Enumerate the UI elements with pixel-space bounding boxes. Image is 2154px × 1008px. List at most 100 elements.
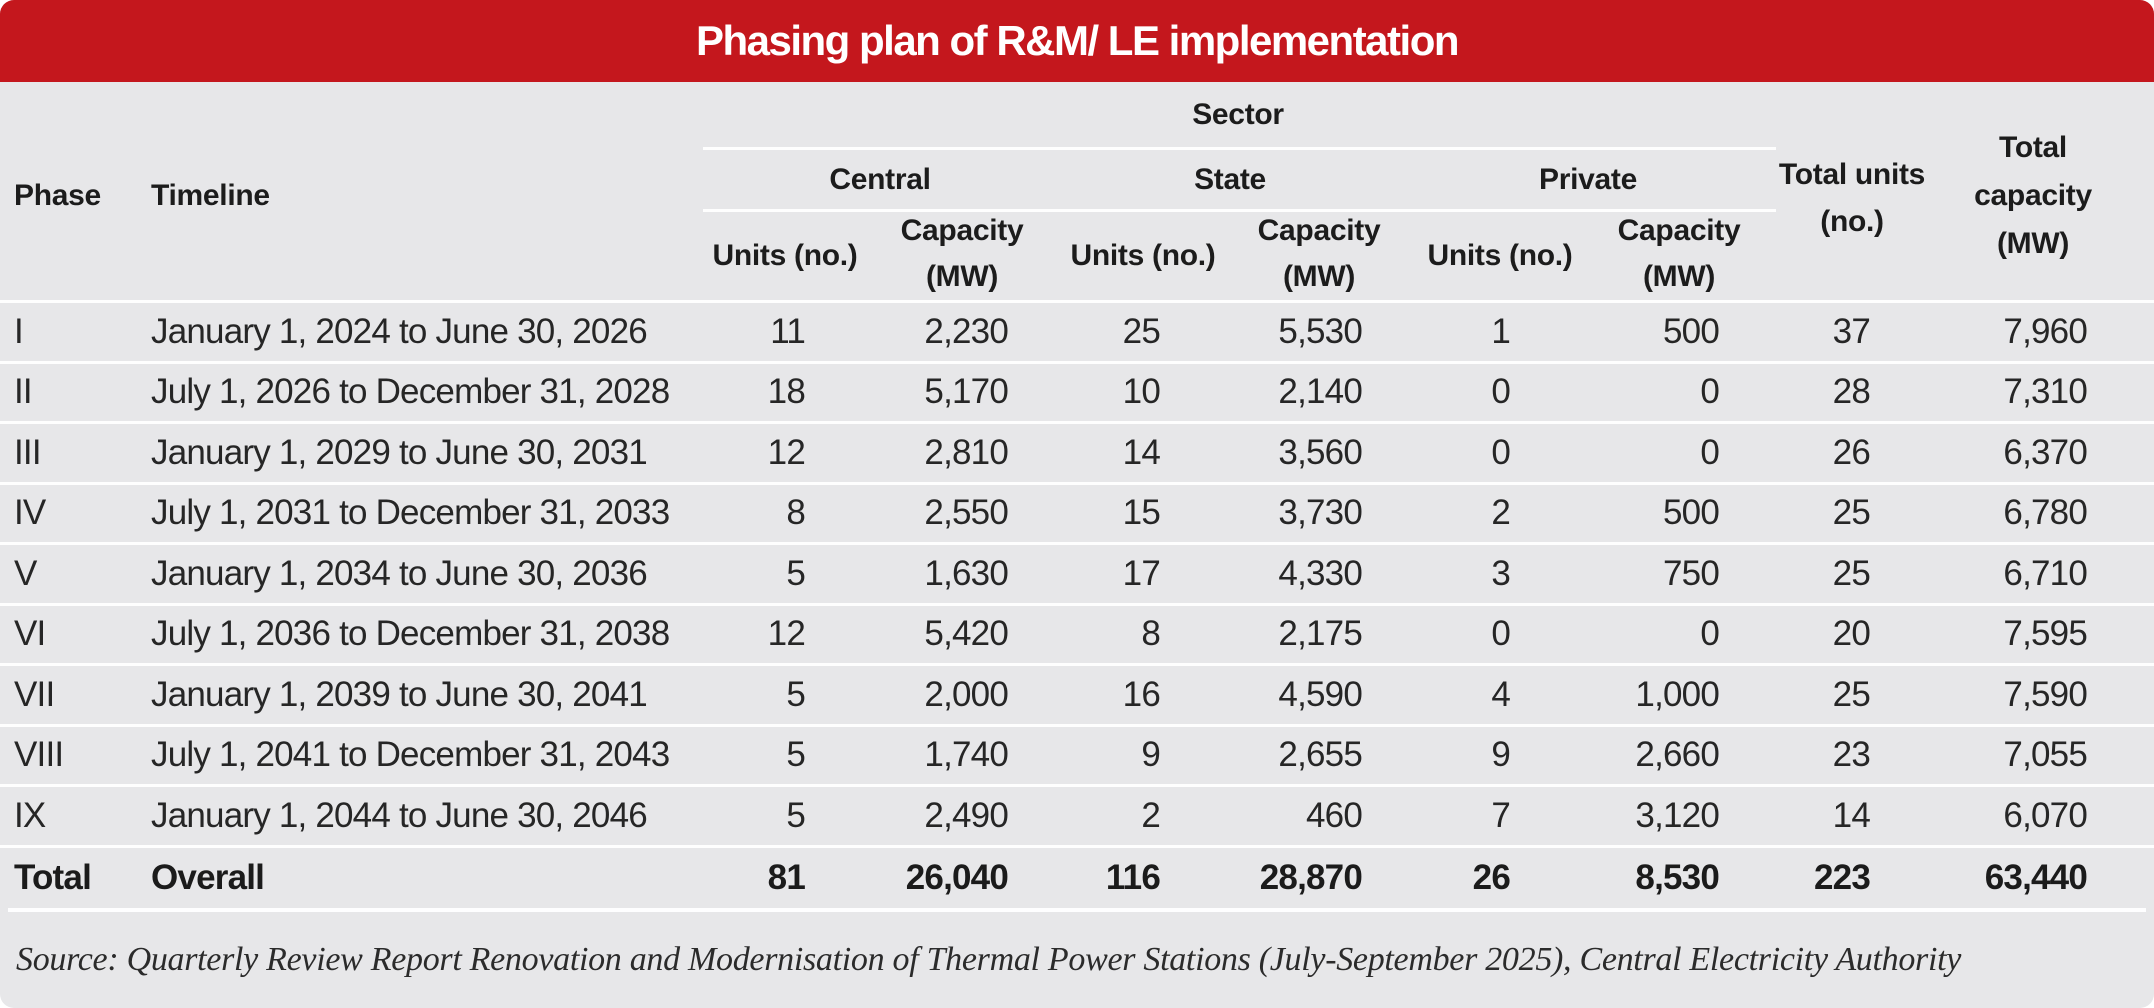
title-bar: Phasing plan of R&M/ LE implementation (0, 0, 2154, 82)
timeline-cell: July 1, 2026 to December 31, 2028 (151, 372, 670, 412)
value-cell: 3 (1491, 553, 1510, 593)
value-cell: 26 (1472, 857, 1511, 897)
table-row: IV July 1, 2031 to December 31, 2033 8 2,55… (0, 481, 2154, 543)
timeline-cell: January 1, 2029 to June 30, 2031 (151, 432, 648, 472)
phase-cell: VI (14, 614, 46, 654)
value-cell: 3,730 (1278, 493, 1362, 533)
timeline-cell: Overall (151, 857, 265, 897)
value-cell: 6,370 (2003, 432, 2087, 472)
column-header-state-capacity: Capacity (MW) (1258, 208, 1381, 300)
value-cell: 8 (1141, 614, 1160, 654)
capacity-header-line1: Capacity (1257, 214, 1381, 247)
value-cell: 2,660 (1635, 735, 1719, 775)
phase-cell: III (14, 432, 42, 472)
value-cell: 37 (1832, 311, 1871, 351)
value-cell: 0 (1491, 432, 1510, 472)
phase-cell: VIII (14, 735, 64, 775)
value-cell: 3,560 (1278, 432, 1362, 472)
capacity-header-line2: (MW) (1642, 260, 1716, 293)
capacity-header-line1: Capacity (900, 214, 1024, 247)
column-header-timeline: Timeline (151, 179, 270, 212)
sector-divider-line (703, 147, 1776, 150)
phase-cell: IV (14, 493, 46, 533)
timeline-cell: July 1, 2041 to December 31, 2043 (151, 735, 670, 775)
timeline-cell: January 1, 2039 to June 30, 2041 (151, 674, 648, 714)
value-cell: 2,230 (924, 311, 1008, 351)
value-cell: 8 (786, 493, 805, 533)
phase-cell: I (14, 311, 24, 351)
column-header-private-units: Units (no.) (1427, 239, 1573, 272)
value-cell: 4 (1491, 674, 1510, 714)
value-cell: 460 (1306, 795, 1363, 835)
column-header-state-units: Units (no.) (1070, 239, 1216, 272)
column-header-central-capacity: Capacity (MW) (901, 208, 1024, 300)
value-cell: 25 (1832, 553, 1871, 593)
timeline-cell: January 1, 2044 to June 30, 2046 (151, 795, 648, 835)
column-group-header-sector: Sector (1192, 98, 1284, 131)
timeline-cell: January 1, 2034 to June 30, 2036 (151, 553, 648, 593)
value-cell: 500 (1663, 493, 1720, 533)
value-cell: 2,655 (1278, 735, 1362, 775)
table-row: IX January 1, 2044 to June 30, 2046 5 2,490… (0, 784, 2154, 845)
value-cell: 223 (1814, 857, 1871, 897)
total-units-header-line1: Total units (1778, 158, 1926, 191)
phase-cell: Total (14, 857, 92, 897)
total-capacity-header-line3: (MW) (1996, 227, 2070, 260)
value-cell: 7,595 (2003, 614, 2087, 654)
source-note: Source: Quarterly Review Report Renovati… (16, 941, 1962, 978)
table-row: I January 1, 2024 to June 30, 2026 11 2,230… (0, 300, 2154, 361)
total-units-header-line2: (no.) (1820, 205, 1884, 238)
value-cell: 1,740 (924, 735, 1008, 775)
value-cell: 9 (1141, 735, 1160, 775)
table-bottom-rule (8, 908, 2146, 912)
total-capacity-header-line2: capacity (1974, 179, 2092, 212)
value-cell: 9 (1491, 735, 1510, 775)
value-cell: 25 (1832, 493, 1871, 533)
table-row: V January 1, 2034 to June 30, 2036 5 1,630 1… (0, 542, 2154, 603)
value-cell: 0 (1700, 372, 1719, 412)
value-cell: 5 (786, 735, 805, 775)
table-row: VI July 1, 2036 to December 31, 2038 12 5,4… (0, 602, 2154, 664)
value-cell: 5,420 (924, 614, 1008, 654)
phase-cell: VII (14, 674, 55, 714)
value-cell: 11 (770, 311, 806, 351)
value-cell: 7 (1491, 795, 1510, 835)
column-group-header-private: Private (1539, 163, 1637, 196)
value-cell: 7,310 (2003, 372, 2087, 412)
value-cell: 0 (1491, 372, 1510, 412)
column-group-header-central: Central (829, 163, 931, 196)
value-cell: 5,530 (1278, 311, 1362, 351)
table-total-row: Total Overall 81 26,040 116 28,870 26 8,530 223 6… (0, 844, 2154, 909)
value-cell: 0 (1491, 614, 1510, 654)
value-cell: 20 (1832, 614, 1871, 654)
column-group-header-state: State (1194, 163, 1266, 196)
value-cell: 28 (1832, 372, 1871, 412)
phase-cell: II (14, 372, 33, 412)
value-cell: 5 (786, 553, 805, 593)
value-cell: 10 (1122, 372, 1161, 412)
column-header-phase: Phase (14, 179, 101, 212)
value-cell: 5 (786, 795, 805, 835)
value-cell: 17 (1122, 553, 1161, 593)
value-cell: 6,070 (2003, 795, 2087, 835)
value-cell: 25 (1832, 674, 1871, 714)
value-cell: 12 (767, 432, 806, 472)
value-cell: 2,490 (924, 795, 1008, 835)
value-cell: 0 (1700, 432, 1719, 472)
table-row: III January 1, 2029 to June 30, 2031 12 2,8… (0, 421, 2154, 482)
value-cell: 6,710 (2003, 553, 2087, 593)
timeline-cell: July 1, 2031 to December 31, 2033 (151, 493, 670, 533)
value-cell: 18 (767, 372, 806, 412)
table-row: VIII July 1, 2041 to December 31, 2043 5 1,… (0, 723, 2154, 785)
capacity-header-line2: (MW) (1282, 260, 1356, 293)
column-header-private-capacity: Capacity (MW) (1618, 208, 1741, 300)
value-cell: 25 (1122, 311, 1161, 351)
value-cell: 8,530 (1635, 857, 1719, 897)
figure-title: Phasing plan of R&M/ LE implementation (695, 17, 1460, 64)
value-cell: 15 (1122, 493, 1161, 533)
phase-cell: IX (14, 795, 46, 835)
capacity-header-line1: Capacity (1617, 214, 1741, 247)
value-cell: 2,140 (1278, 372, 1362, 412)
value-cell: 500 (1663, 311, 1720, 351)
